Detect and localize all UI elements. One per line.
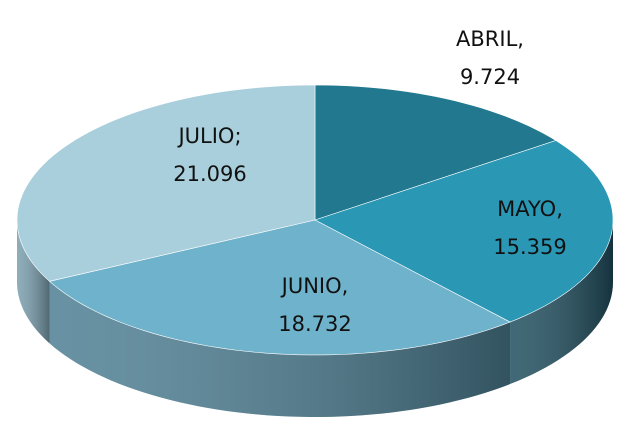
data-labels: ABRIL, 9.724 MAYO, 15.359 JUNIO, 18.732 JULIO;… [173,27,566,336]
label-separator: , [342,274,349,298]
pie-side-shade [49,281,511,417]
category-name: JULIO [176,124,234,148]
pie-sides [17,220,613,417]
data-label-value: 21.096 [173,162,246,186]
label-separator: , [556,197,563,221]
label-separator: ; [234,124,241,148]
data-label-value: 18.732 [278,312,351,336]
category-name: JUNIO [280,274,342,298]
pie-slice [314,140,614,323]
data-label-category: JUNIO, [280,274,349,298]
label-separator: , [517,27,524,51]
data-label-category: MAYO, [497,197,563,221]
pie-side-shade [17,220,50,344]
data-label-value: 15.359 [493,235,566,259]
pie-side-shade [510,220,613,385]
pie-slice [16,84,316,282]
category-name: MAYO [497,197,556,221]
pie-slice [314,84,557,221]
pie-tops [16,84,614,356]
data-label-category: ABRIL, [456,27,524,51]
data-label-value: 9.724 [460,65,520,89]
category-name: ABRIL [456,27,518,51]
data-label-category: JULIO; [176,124,241,148]
pie-slice [48,219,511,356]
